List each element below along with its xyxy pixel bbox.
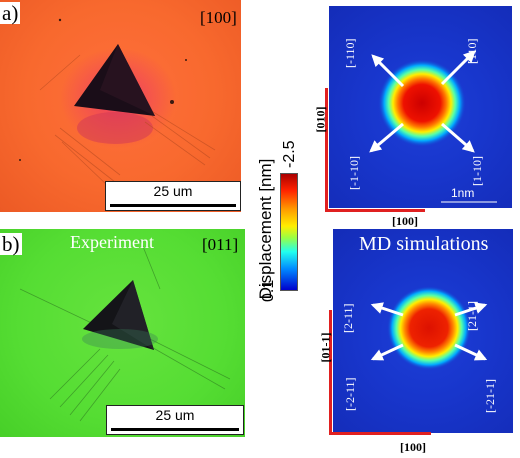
sim-b-title: MD simulations [359,233,489,255]
colorbar [280,173,298,291]
sim-011-graphic [370,286,488,370]
indent-100-graphic [19,18,216,187]
colorbar-min-label: 0.1 [260,279,277,302]
md-simulation-100: [-110] [110] [-1-10] [1-10] 1nm [329,6,512,208]
sim-a-x-axis [325,209,425,212]
colorbar-max-label: -2.5 [281,140,298,168]
panel-a-scale-bar: 25 um [105,181,241,211]
sim-b-dir-2: [21-1] [465,301,479,331]
sim-a-dir-4: [1-10] [470,156,484,186]
indent-011-graphic [19,238,231,422]
sim-b-x-axis [329,432,431,435]
sim-b-x-axis-label: [100] [400,440,426,454]
sim-b-y-axis [329,310,332,434]
microscope-image-100 [0,0,241,212]
panel-b-orientation: [011] [202,235,239,254]
sim-a-dir-3: [-1-10] [347,156,361,190]
panel-b-scale-label: 25 um [155,407,195,423]
microscope-image-011 [0,229,245,437]
sim-a-dir-2: [110] [465,38,479,64]
sim-b-dir-1: [2-11] [341,303,355,333]
sim-b-y-axis-label: [01-1] [318,332,333,363]
panel-a-scale-label: 25 um [153,183,193,199]
panel-a-letter: a) [0,1,21,25]
sim-100-graphic [369,50,497,203]
panel-b-scale-bar: 25 um [106,405,244,435]
panel-b-letter: b) [0,232,22,256]
sim-a-y-axis [325,88,328,212]
panel-b-scale-line [111,428,239,431]
sim-a-scale-label: 1nm [451,186,475,200]
md-simulation-011: MD simulations [2-11] [21-1] [-2-11] [-2… [333,229,513,433]
panel-b-caption: Experiment [70,232,154,252]
panel-a-orientation: [100] [200,8,237,27]
sim-b-dir-3: [-2-11] [343,377,357,411]
panel-a-scale-line [110,204,236,207]
colorbar-label: Displacement [nm] [256,158,275,300]
sim-a-x-axis-label: [100] [392,214,418,228]
sim-b-dir-4: [-21-1] [483,379,497,413]
sim-a-dir-1: [-110] [343,38,357,68]
sim-a-y-axis-label: [010] [313,106,328,133]
